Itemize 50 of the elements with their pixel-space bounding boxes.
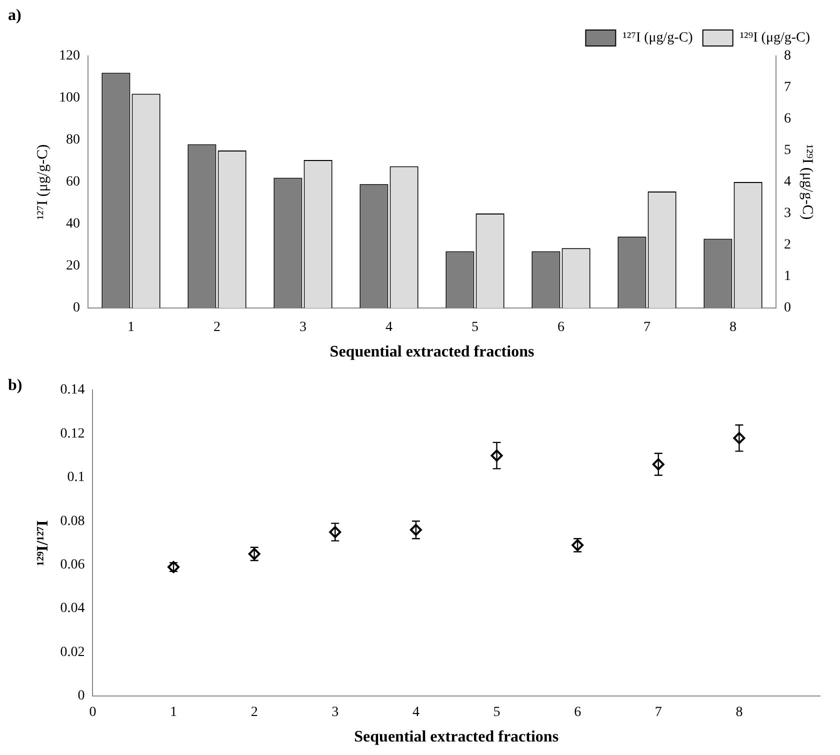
y2-tick-label: 3 bbox=[784, 206, 791, 222]
y-axis-title: ¹²⁷I (μg/g-C) bbox=[34, 144, 51, 220]
y-tick-label: 60 bbox=[66, 174, 80, 190]
y2-tick-label: 0 bbox=[784, 300, 791, 316]
y-tick-label: 0.1 bbox=[67, 470, 85, 486]
x-tick-label: 4 bbox=[412, 705, 420, 720]
x-tick-label: 8 bbox=[730, 320, 736, 336]
x-tick-label: 8 bbox=[736, 705, 743, 720]
y-tick-label: 0.12 bbox=[60, 426, 85, 442]
y2-tick-label: 1 bbox=[784, 269, 791, 284]
x-tick-label: 1 bbox=[170, 705, 178, 720]
x-tick-label: 1 bbox=[128, 320, 134, 336]
x-tick-label: 5 bbox=[472, 320, 478, 336]
y2-tick-label: 6 bbox=[784, 112, 791, 127]
x-tick-label: 7 bbox=[644, 320, 650, 336]
y-tick-label: 100 bbox=[59, 90, 80, 106]
y2-axis-title: ¹²⁹I (μg/g-C) bbox=[799, 144, 816, 220]
y-tick-label: 0.06 bbox=[60, 558, 85, 573]
y-tick-label: 20 bbox=[66, 258, 80, 274]
x-axis-title: Sequential extracted fractions bbox=[354, 728, 559, 746]
x-tick-label: 0 bbox=[89, 705, 96, 720]
y-tick-label: 0.08 bbox=[60, 514, 85, 529]
y2-tick-label: 4 bbox=[784, 174, 791, 190]
x-tick-label: 2 bbox=[250, 705, 258, 720]
x-tick-label: 4 bbox=[386, 320, 392, 336]
x-tick-label: 6 bbox=[574, 705, 582, 720]
text: a) bbox=[8, 7, 22, 24]
y-tick-label: 40 bbox=[66, 216, 80, 232]
y2-tick-label: 2 bbox=[784, 238, 791, 253]
x-tick-label: 3 bbox=[300, 320, 306, 336]
y-tick-label: 80 bbox=[66, 132, 80, 148]
legend-label: ¹²⁹I (μg/g-C) bbox=[740, 30, 810, 46]
y-tick-label: 0.04 bbox=[60, 601, 85, 616]
text: b) bbox=[8, 377, 22, 394]
x-tick-label: 6 bbox=[558, 320, 564, 336]
y-tick-label: 120 bbox=[59, 48, 80, 64]
y-tick-label: 0 bbox=[73, 300, 80, 316]
y-tick-label: 0 bbox=[78, 688, 85, 704]
y-axis-title: ¹²⁹I/¹²⁷I bbox=[34, 520, 52, 566]
legend-label: ¹²⁷I (μg/g-C) bbox=[622, 30, 694, 46]
x-axis-title: Sequential extracted fractions bbox=[330, 344, 534, 361]
y2-tick-label: 8 bbox=[784, 48, 791, 64]
y-tick-label: 0.14 bbox=[60, 382, 85, 398]
x-tick-label: 5 bbox=[493, 705, 500, 720]
y2-tick-label: 5 bbox=[784, 143, 791, 158]
x-tick-label: 2 bbox=[214, 320, 220, 336]
x-tick-label: 7 bbox=[654, 705, 662, 720]
y2-tick-label: 7 bbox=[784, 80, 791, 96]
y-tick-label: 0.02 bbox=[60, 644, 85, 660]
x-tick-label: 3 bbox=[332, 705, 339, 720]
